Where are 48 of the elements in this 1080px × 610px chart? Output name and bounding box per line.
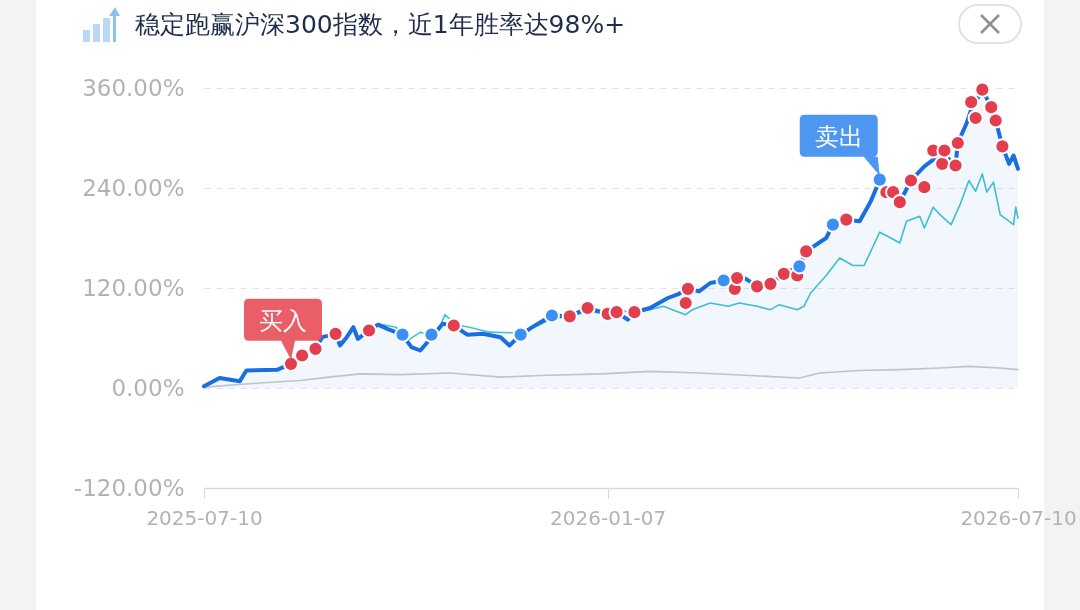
point: [987, 112, 1004, 129]
point: [762, 275, 779, 292]
annotation: 买入: [258, 306, 307, 335]
x-tick-label: 2026-01-07: [550, 505, 667, 530]
point: [838, 211, 855, 228]
point: [445, 317, 462, 334]
x-tick-label: 2026-07-10: [960, 505, 1077, 530]
point: [512, 326, 529, 343]
line-series: [203, 365, 1019, 388]
point: [423, 326, 440, 343]
point: [307, 340, 324, 357]
chart-title: 稳定跑赢沪深300指数，近1年胜率达98%+: [135, 9, 626, 41]
point: [994, 138, 1011, 155]
point: [626, 304, 643, 321]
point: [949, 134, 966, 152]
point: [394, 326, 411, 343]
point: [360, 322, 378, 339]
point: [871, 171, 888, 188]
point: [543, 307, 560, 324]
point: [679, 280, 697, 297]
point: [677, 294, 694, 312]
point: [294, 347, 311, 364]
point: [608, 304, 625, 321]
y-tick-label: -120.00%: [73, 474, 185, 501]
point: [749, 278, 766, 295]
point: [715, 272, 732, 289]
y-tick-label: 360.00%: [82, 74, 185, 101]
point: [775, 265, 792, 282]
point: [974, 81, 991, 98]
point: [916, 179, 933, 196]
point: [561, 308, 578, 325]
y-tick-label: 120.00%: [82, 274, 185, 301]
point: [327, 325, 344, 342]
point: [282, 355, 300, 372]
point: [963, 94, 980, 111]
point: [791, 258, 808, 275]
x-tick-label: 2025-07-10: [146, 505, 263, 530]
point: [967, 109, 984, 127]
y-tick-label: 0.00%: [111, 374, 185, 401]
point: [947, 157, 964, 174]
y-tick-label: 240.00%: [82, 174, 185, 201]
annotation: 卖出: [814, 122, 863, 151]
point: [936, 142, 953, 159]
point: [891, 194, 908, 211]
point: [798, 243, 815, 260]
point: [902, 172, 920, 189]
point: [824, 216, 841, 233]
point: [983, 99, 1000, 116]
